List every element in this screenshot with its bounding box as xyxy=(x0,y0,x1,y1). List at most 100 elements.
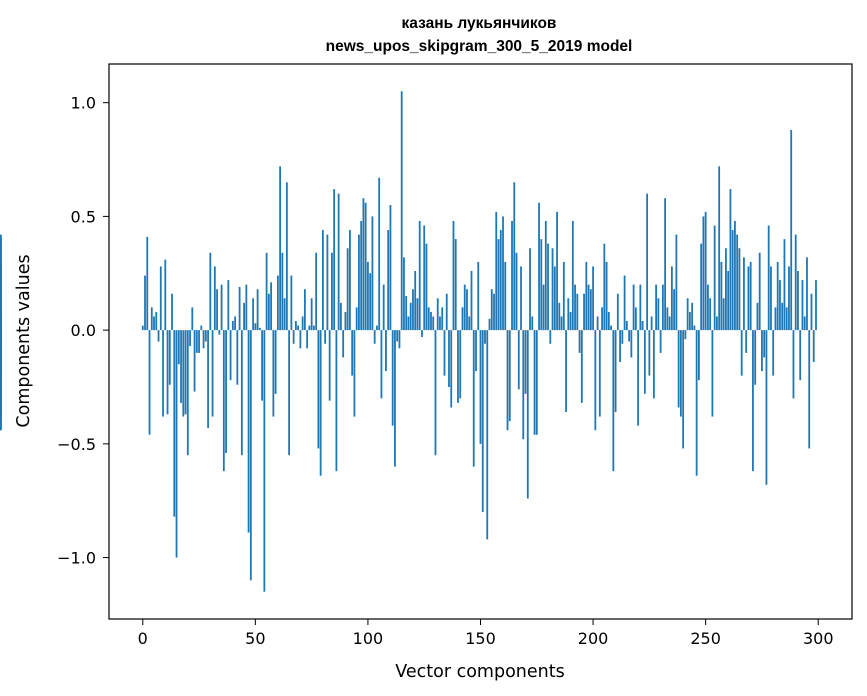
bar xyxy=(324,330,327,344)
bar xyxy=(596,316,599,331)
bar xyxy=(794,234,797,331)
bar xyxy=(234,316,236,331)
bar xyxy=(328,330,331,401)
bar xyxy=(358,234,360,331)
bar xyxy=(616,293,619,331)
bar xyxy=(589,289,592,331)
bar xyxy=(274,330,277,394)
bar xyxy=(484,330,486,344)
bar xyxy=(299,330,302,349)
bar xyxy=(716,316,718,331)
bar xyxy=(576,293,579,331)
bar xyxy=(353,330,356,417)
bar xyxy=(412,289,414,331)
bar xyxy=(454,239,457,331)
bar xyxy=(418,220,421,331)
bar xyxy=(637,330,640,426)
bar xyxy=(448,330,450,387)
bar xyxy=(725,248,727,331)
bar xyxy=(479,330,482,444)
bar xyxy=(774,307,777,331)
bar xyxy=(195,330,198,353)
bar xyxy=(578,330,581,353)
bar xyxy=(707,284,709,331)
bar xyxy=(526,330,529,499)
bar xyxy=(261,330,263,401)
bar xyxy=(810,293,813,331)
bar xyxy=(175,330,178,558)
bar xyxy=(661,284,664,331)
bar xyxy=(150,307,153,331)
bar xyxy=(360,220,363,331)
bar xyxy=(290,275,293,331)
bar xyxy=(585,261,588,331)
bar xyxy=(758,252,761,331)
bar xyxy=(772,330,775,376)
y-axis-label: Components values xyxy=(14,254,34,427)
bar xyxy=(812,330,815,362)
bar xyxy=(166,330,169,415)
bar xyxy=(713,225,716,331)
bar xyxy=(157,330,160,342)
bar xyxy=(488,318,491,331)
bar xyxy=(153,316,155,331)
bar xyxy=(371,216,374,331)
bar xyxy=(430,311,432,331)
bar xyxy=(457,330,459,403)
bar xyxy=(495,211,498,331)
y-tick-label: 0.5 xyxy=(71,207,96,226)
bar xyxy=(592,266,594,331)
bar xyxy=(497,239,500,331)
bar xyxy=(540,239,543,331)
bar xyxy=(646,193,649,331)
bar xyxy=(216,289,218,331)
bar xyxy=(779,280,781,331)
y-tick-label: 0.0 xyxy=(71,321,96,340)
bar xyxy=(806,257,808,331)
bar xyxy=(466,289,468,331)
bar xyxy=(736,234,739,331)
bar xyxy=(252,298,254,331)
bar xyxy=(441,307,444,331)
bar xyxy=(587,284,590,331)
bar xyxy=(337,193,340,331)
bar xyxy=(734,220,736,331)
bar xyxy=(648,330,651,376)
bar xyxy=(643,330,646,394)
bar xyxy=(387,230,390,331)
bar xyxy=(650,316,653,331)
bar xyxy=(517,330,520,390)
x-tick-label: 200 xyxy=(578,629,609,648)
bar xyxy=(376,325,378,331)
bar xyxy=(565,330,567,413)
bar xyxy=(265,252,268,331)
bar xyxy=(745,330,748,353)
bar xyxy=(481,330,484,513)
x-axis-label: Vector components xyxy=(395,662,564,682)
bar xyxy=(562,261,565,331)
bar xyxy=(515,252,518,331)
bar xyxy=(652,330,655,399)
bar xyxy=(569,311,572,331)
bar xyxy=(486,330,489,540)
bar xyxy=(765,330,768,485)
bar xyxy=(776,261,779,331)
bar xyxy=(686,298,689,331)
bar xyxy=(173,330,176,517)
bar xyxy=(621,330,624,344)
bar xyxy=(463,284,466,331)
bar xyxy=(551,248,554,331)
bar xyxy=(815,280,817,331)
bar xyxy=(520,266,522,331)
bar xyxy=(763,330,766,358)
bar xyxy=(267,293,270,331)
bar xyxy=(513,182,516,331)
bar xyxy=(168,330,171,385)
bar xyxy=(605,261,608,331)
bar xyxy=(220,284,223,331)
bar xyxy=(619,330,621,362)
bar xyxy=(688,311,691,331)
bar xyxy=(245,284,248,331)
bar xyxy=(470,270,473,331)
bar xyxy=(670,266,673,331)
